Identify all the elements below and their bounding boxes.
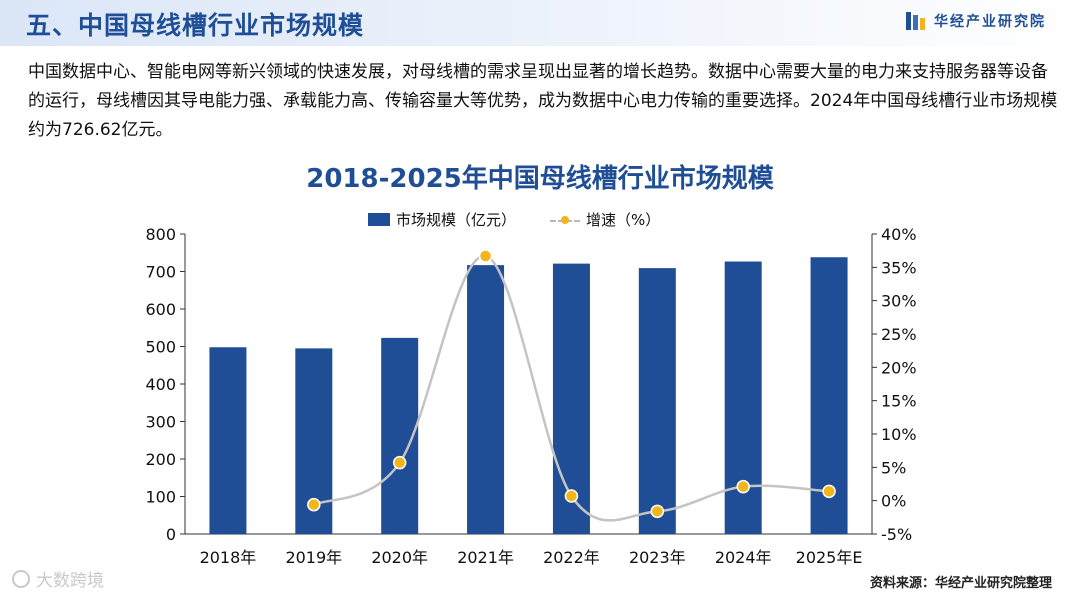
watermark-text: 大数跨境 [36, 571, 104, 591]
source-note: 资料来源：华经产业研究院整理 [869, 576, 1052, 591]
y-left-tick-label: 300 [145, 413, 176, 432]
legend-label-growth: 增速（%） [586, 211, 661, 229]
y-left-tick-label: 500 [145, 338, 176, 357]
legend-item-growth: 增速（%） [550, 209, 660, 230]
x-tick-label: 2023年 [629, 548, 686, 567]
bar-4 [467, 265, 505, 534]
bar-6 [638, 268, 676, 534]
brand-name: 华经产业研究院 [934, 14, 1046, 30]
legend-bar-swatch-icon [368, 213, 390, 226]
y-right-tick-label: 20% [881, 358, 917, 377]
y-left-tick-label: 700 [145, 263, 176, 282]
y-left-tick-label: 600 [145, 300, 176, 319]
y-right-tick-label: 0% [881, 492, 906, 511]
bar-1 [209, 347, 247, 534]
y-right-tick-label: 5% [881, 458, 906, 477]
x-tick-label: 2020年 [371, 548, 428, 567]
chart-title: 2018-2025年中国母线槽行业市场规模 [306, 164, 774, 194]
x-tick-label: 2021年 [457, 548, 514, 567]
growth-point-3 [392, 455, 407, 470]
watermark-logo-icon [12, 569, 30, 588]
x-tick-label: 2022年 [543, 548, 600, 567]
legend-line-marker-icon [550, 214, 581, 226]
y-right-tick-label: -5% [881, 525, 912, 544]
x-tick-label: 2018年 [200, 548, 257, 567]
legend-item-size: 市场规模（亿元） [368, 209, 516, 230]
section-title: 五、中国母线槽行业市场规模 [26, 11, 365, 40]
y-right-tick-label: 35% [881, 258, 917, 277]
y-left-tick-label: 100 [145, 488, 176, 507]
legend-label-size: 市场规模（亿元） [396, 211, 517, 229]
x-tick-label: 2025年E [796, 548, 863, 567]
y-left-tick-label: 800 [145, 225, 176, 244]
intro-paragraph: 中国数据中心、智能电网等新兴领域的快速发展，对母线槽的需求呈现出显著的增长趋势。… [28, 62, 1058, 140]
growth-point-4 [478, 249, 493, 263]
header-band [0, 0, 1080, 46]
bar-5 [552, 263, 590, 534]
growth-point-2 [307, 497, 321, 512]
y-left-tick-label: 200 [145, 450, 176, 469]
brand: 华经产业研究院 [906, 11, 1046, 31]
chart-legend: 市场规模（亿元） 增速（%） [368, 209, 694, 230]
growth-point-8 [822, 484, 836, 499]
growth-point-5 [564, 489, 579, 503]
growth-point-6 [650, 504, 665, 519]
y-right-tick-label: 15% [881, 392, 917, 411]
x-tick-label: 2019年 [285, 548, 342, 567]
y-right-tick-label: 10% [881, 425, 917, 444]
y-right-tick-label: 25% [881, 325, 917, 344]
y-right-tick-label: 30% [881, 292, 917, 311]
y-left-tick-label: 0 [166, 525, 176, 544]
x-tick-label: 2024年 [715, 548, 772, 567]
y-right-tick-label: 40% [881, 225, 917, 244]
watermark: 大数跨境 [12, 566, 104, 591]
y-left-tick-label: 400 [145, 375, 176, 394]
growth-point-7 [736, 479, 750, 494]
brand-bars-icon [906, 12, 926, 30]
